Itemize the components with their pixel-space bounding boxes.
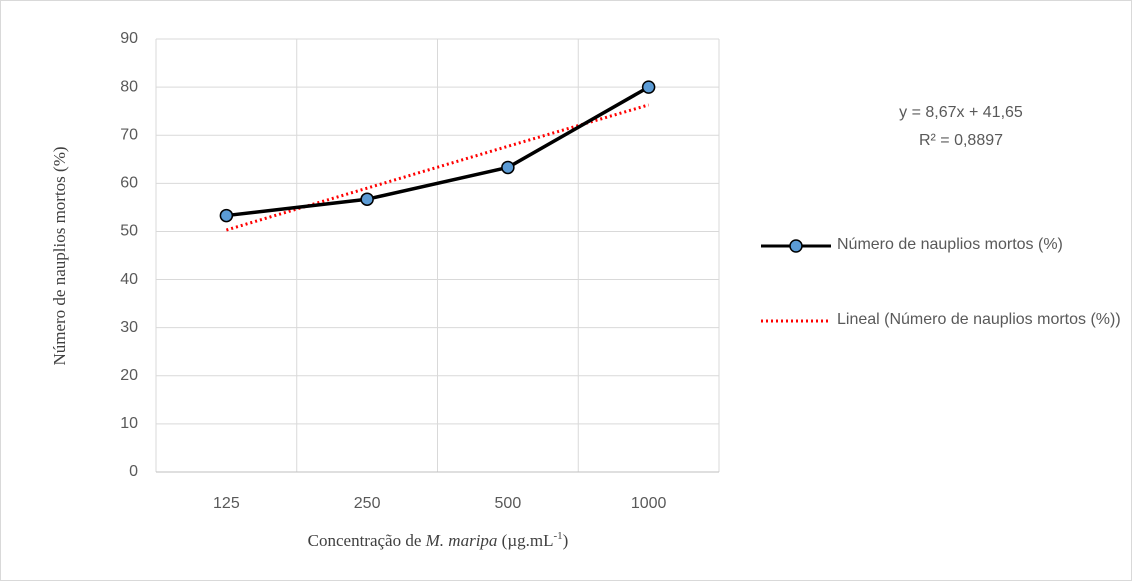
- trendline-equation: R² = 0,8897: [919, 132, 1003, 149]
- y-tick-label: 0: [129, 463, 138, 480]
- x-tick-label: 125: [213, 495, 240, 512]
- y-tick-label: 60: [120, 175, 138, 192]
- x-axis-label-part: M. maripa: [425, 531, 498, 550]
- x-tick-label: 1000: [631, 495, 667, 512]
- x-axis-label-part: (µg.mL: [497, 531, 553, 550]
- point: [501, 160, 515, 175]
- y-axis-label: Número de nauplios mortos (%): [50, 146, 69, 365]
- y-tick-label: 50: [120, 223, 138, 240]
- x-axis-label: Concentração de M. maripa (µg.mL-1): [308, 530, 569, 550]
- y-tick-label: 40: [120, 271, 138, 288]
- trendline-equation: y = 8,67x + 41,65: [899, 104, 1023, 121]
- y-tick-label: 10: [120, 415, 138, 432]
- y-tick-label: 30: [120, 319, 138, 336]
- x-axis-label-part: Concentração de: [308, 531, 426, 550]
- legend-label: Número de nauplios mortos (%): [837, 236, 1063, 253]
- x-axis-label-part: -1: [554, 530, 563, 542]
- x-axis-label-part: ): [563, 531, 569, 550]
- series-line: [225, 103, 650, 232]
- y-tick-label: 90: [120, 30, 138, 47]
- y-tick-label: 70: [120, 126, 138, 143]
- x-tick-label: 500: [495, 495, 522, 512]
- point: [360, 192, 374, 206]
- legend-marker: [789, 239, 803, 253]
- y-tick-label: 20: [120, 367, 138, 384]
- point: [219, 208, 234, 223]
- legend-label: Lineal (Número de nauplios mortos (%)): [837, 311, 1121, 328]
- y-tick-label: 80: [120, 78, 138, 95]
- point: [641, 80, 656, 94]
- x-tick-label: 250: [354, 495, 381, 512]
- series-line: [226, 85, 650, 218]
